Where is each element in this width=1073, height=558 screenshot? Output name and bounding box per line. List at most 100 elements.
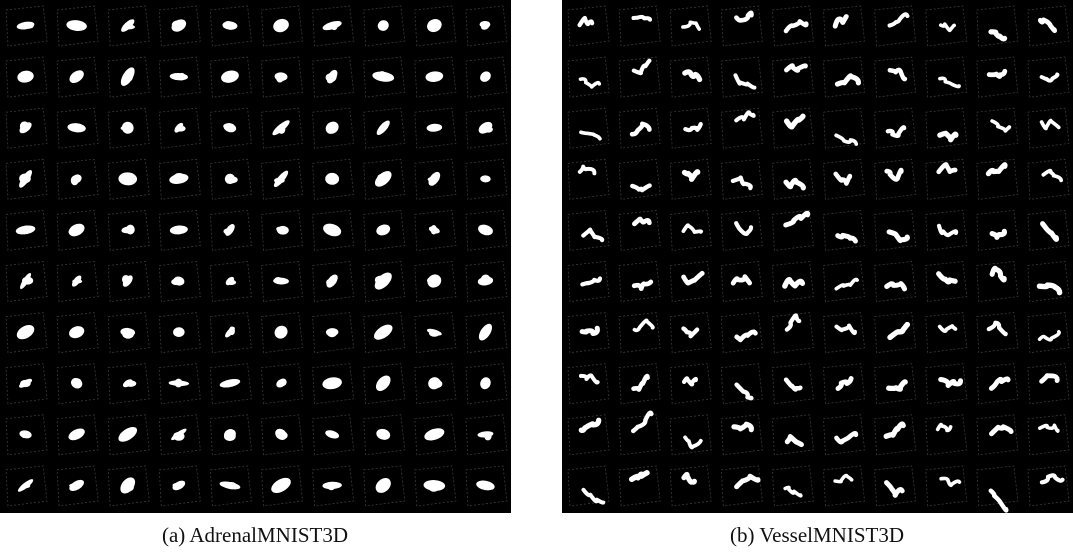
adrenal-shape [22, 484, 31, 489]
adrenal-shape [172, 483, 183, 488]
adrenal-shape [429, 73, 441, 81]
adrenal-shape [72, 279, 82, 283]
caption-a: (a) AdrenalMNIST3D [162, 523, 348, 547]
adrenal-shape [174, 226, 184, 234]
adrenal-shape [431, 125, 439, 132]
adrenal-shape [330, 175, 337, 184]
adrenal-shape [224, 380, 233, 387]
adrenal-shape [274, 277, 282, 283]
adrenal-shape [125, 380, 136, 387]
adrenal-shape [178, 73, 185, 80]
adrenal-shape [483, 72, 491, 80]
adrenal-shape [172, 20, 184, 29]
adrenal-shape [484, 432, 492, 441]
adrenal-shape [383, 226, 389, 234]
adrenal-shape [431, 225, 437, 235]
adrenal-shape [375, 276, 387, 285]
adrenal-shape [428, 177, 439, 182]
adrenal-shape [21, 432, 28, 438]
adrenal-shape [226, 280, 236, 285]
adrenal-shape [280, 328, 287, 335]
caption-b: (b) VesselMNIST3D [730, 523, 904, 547]
figure: (a) AdrenalMNIST3D (b) VesselMNIST3D [0, 0, 1073, 558]
adrenal-shape [328, 482, 336, 490]
adrenal-shape [229, 327, 235, 336]
adrenal-shape [276, 481, 282, 486]
adrenal-shape [427, 433, 437, 440]
adrenal-shape [431, 380, 442, 388]
vessel-shape [992, 231, 1004, 237]
adrenal-shape [380, 21, 388, 27]
adrenal-shape [175, 379, 183, 388]
adrenal-shape [74, 124, 83, 131]
adrenal-shape [22, 277, 33, 285]
adrenal-shape [485, 328, 491, 334]
adrenal-shape [126, 225, 135, 235]
vessel-shape [634, 219, 649, 224]
adrenal-shape [429, 330, 440, 337]
adrenal-shape [174, 327, 181, 336]
adrenal-shape [122, 329, 134, 339]
adrenal-shape [329, 380, 340, 385]
adrenal-shape [480, 21, 491, 28]
adrenal-shape [171, 279, 181, 285]
adrenal-shape [483, 126, 493, 132]
adrenal-shape [73, 378, 81, 384]
adrenal-shape [274, 178, 285, 184]
adrenal-shape [380, 429, 389, 438]
adrenal-shape [226, 176, 238, 183]
adrenal-shape [278, 125, 286, 133]
adrenal-shape [223, 123, 234, 129]
adrenal-shape [277, 226, 289, 235]
adrenal-shape [20, 121, 29, 131]
adrenal-shape [280, 378, 287, 385]
adrenal-shape [381, 122, 388, 129]
adrenal-shape [72, 431, 80, 437]
adrenal-shape [21, 328, 30, 334]
adrenal-shape [378, 71, 386, 78]
adrenal-shape [428, 21, 435, 29]
adrenal-shape [73, 75, 80, 82]
adrenal-shape [124, 25, 135, 30]
adrenal-shape [326, 279, 332, 286]
adrenal-shape [328, 125, 337, 133]
adrenal-shape [70, 330, 82, 337]
adrenal-shape [20, 380, 31, 387]
adrenal-shape [71, 176, 79, 186]
adrenal-shape [327, 329, 337, 337]
adrenal-shape [484, 380, 491, 385]
adrenal-shape [121, 126, 129, 131]
adrenal-shape [326, 73, 337, 82]
adrenal-shape [380, 328, 390, 334]
adrenal-shape [378, 379, 389, 387]
adrenal-shape [225, 73, 237, 78]
adrenal-shape [175, 126, 185, 132]
adrenal-shape [120, 432, 131, 439]
adrenal-shape [24, 24, 34, 29]
adrenal-shape [331, 23, 338, 31]
adrenal-shape [380, 483, 387, 487]
page: (a) AdrenalMNIST3D (b) VesselMNIST3D (()… [0, 0, 1073, 558]
adrenal-shape [223, 228, 232, 234]
adrenal-shape [73, 22, 84, 27]
adrenal-shape [22, 71, 31, 78]
adrenal-shape [69, 228, 80, 237]
adrenal-shape [122, 177, 133, 183]
adrenal-shape [122, 275, 130, 284]
adrenal-shape [276, 74, 283, 83]
adrenal-shape [330, 226, 337, 235]
adrenal-shape [427, 277, 437, 284]
adrenal-shape [124, 73, 132, 82]
adrenal-shape [224, 21, 232, 27]
adrenal-shape [481, 275, 490, 284]
adrenal-shape [19, 174, 31, 184]
adrenal-shape [173, 173, 184, 181]
adrenal-shape [69, 483, 81, 487]
adrenal-shape [173, 432, 184, 441]
adrenal-shape [481, 484, 492, 488]
adrenal-shape [226, 482, 237, 489]
adrenal-shape [481, 177, 490, 182]
adrenal-shape [123, 483, 134, 492]
adrenal-shape [377, 174, 384, 180]
adrenal-shape [428, 482, 439, 491]
